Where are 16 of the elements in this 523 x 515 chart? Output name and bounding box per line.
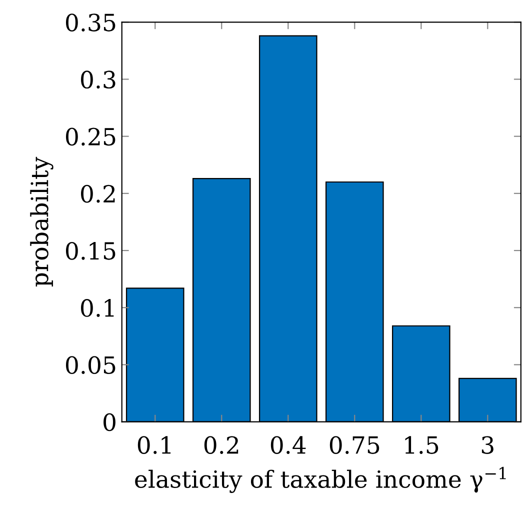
x-tick-label: 0.4: [270, 436, 306, 454]
x-tick-label: 0.2: [204, 436, 238, 454]
y-tick-label: 0.1: [81, 299, 114, 317]
y-tick-label: 0.2: [81, 184, 115, 203]
y-tick-label: 0.3: [81, 70, 116, 89]
y-tick-label: 0.25: [66, 128, 116, 146]
x-axis-title: elasticity of taxable income γ$^{−1}$: [135, 466, 506, 493]
y-tick-label: 0: [104, 413, 116, 432]
x-tick-label: 1.5: [405, 436, 438, 454]
y-tick-label: 0.15: [66, 242, 116, 260]
x-tick-label: 3: [482, 436, 494, 454]
x-tick-label: 0.75: [330, 436, 380, 454]
y-tick-label: 0.35: [66, 14, 116, 32]
y-axis-title: probability: [30, 156, 54, 286]
x-tick-label: 0.1: [138, 436, 171, 454]
y-tick-label: 0.05: [66, 356, 116, 374]
